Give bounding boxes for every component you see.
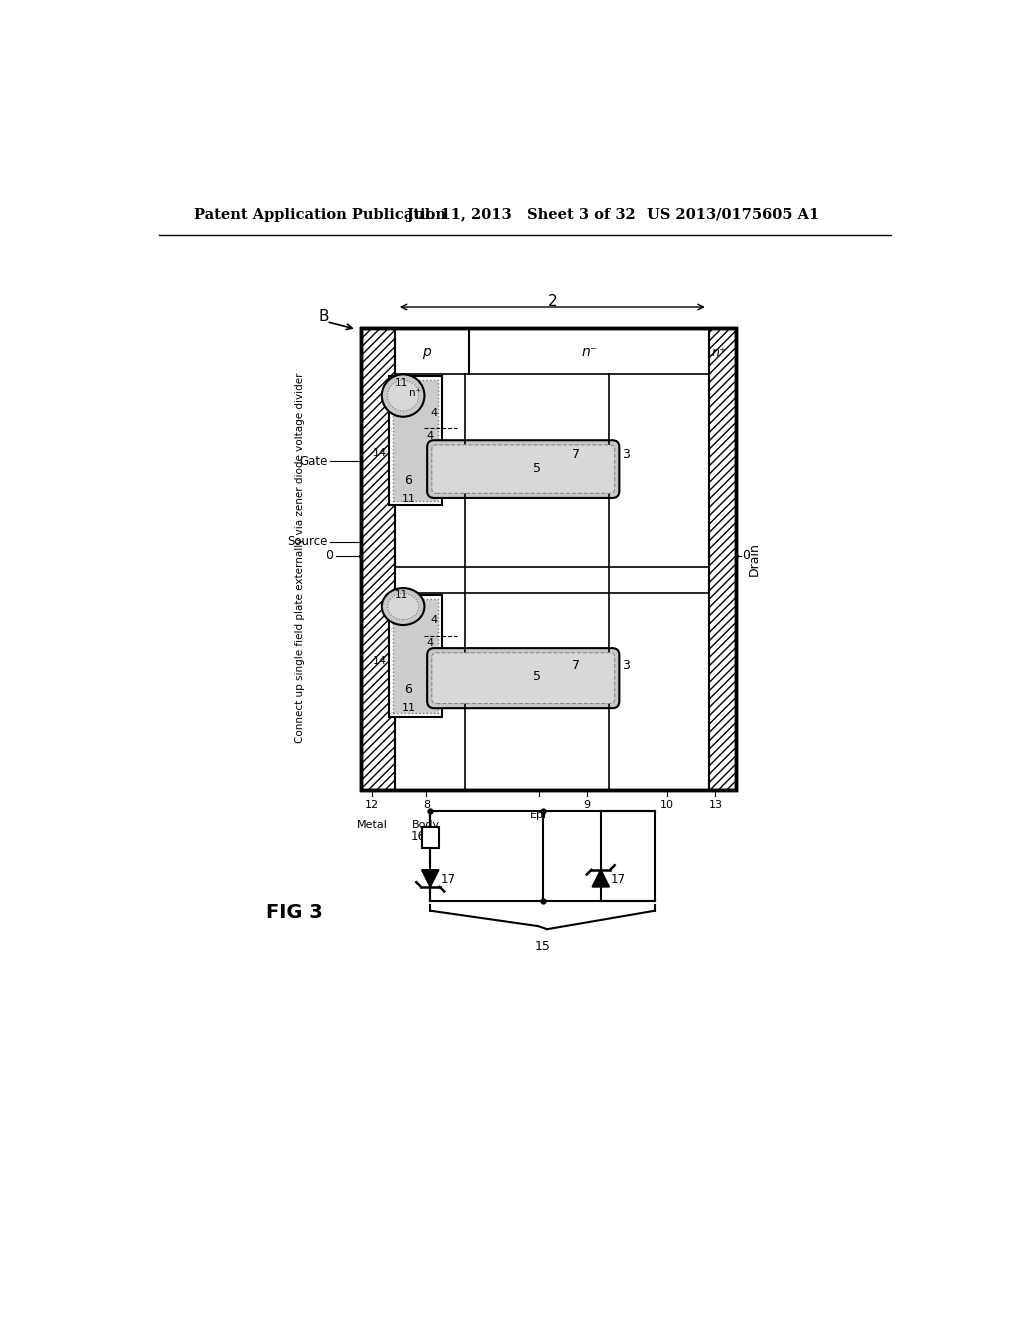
Text: 11: 11 [401,494,416,504]
Bar [393,594,395,789]
Text: 11: 11 [395,379,409,388]
Text: 4: 4 [427,430,434,441]
FancyBboxPatch shape [432,653,614,704]
Bar [393,599,438,713]
Text: 8: 8 [423,800,430,809]
Text: 3: 3 [622,659,630,672]
Polygon shape [592,870,609,887]
Bar [393,376,395,566]
Text: Gate: Gate [300,454,328,467]
Text: Source: Source [288,536,328,548]
Text: 17: 17 [440,874,456,887]
Text: 0: 0 [742,549,751,562]
Text: B: B [318,309,329,323]
Bar [422,826,438,847]
Text: n⁻: n⁻ [581,346,597,359]
Text: 17: 17 [611,874,626,887]
Text: 12: 12 [366,800,379,809]
Text: 9: 9 [584,800,591,809]
FancyBboxPatch shape [432,445,614,494]
Text: 5: 5 [534,462,542,475]
Text: 16: 16 [411,829,426,842]
Bar [389,595,442,717]
Text: Jul. 11, 2013   Sheet 3 of 32: Jul. 11, 2013 Sheet 3 of 32 [407,207,636,222]
Text: 13: 13 [709,800,723,809]
Text: p: p [422,346,431,359]
Text: 6: 6 [404,474,413,487]
Text: 2: 2 [548,294,557,309]
FancyBboxPatch shape [427,441,620,498]
Text: Patent Application Publication: Patent Application Publication [194,207,445,222]
Text: Epi: Epi [530,810,547,820]
Text: 0: 0 [326,549,334,562]
Text: Body: Body [413,820,440,830]
Text: 11: 11 [401,704,416,713]
Text: 4: 4 [427,639,434,648]
Ellipse shape [382,589,424,626]
Bar [393,380,438,502]
Bar [360,327,736,789]
Text: Drain: Drain [748,543,761,576]
Ellipse shape [388,594,419,619]
Text: US 2013/0175605 A1: US 2013/0175605 A1 [647,207,819,222]
Text: FIG 3: FIG 3 [266,903,323,923]
Text: 3: 3 [622,449,630,462]
Text: 11: 11 [395,590,409,601]
Ellipse shape [382,375,424,417]
Text: 6: 6 [404,684,413,696]
Text: n⁺: n⁺ [409,388,421,399]
Text: Metal: Metal [356,820,387,830]
Text: 14: 14 [373,656,387,667]
Text: 15: 15 [535,940,551,953]
Bar [389,376,442,506]
Polygon shape [422,870,438,887]
Text: n⁺: n⁺ [712,346,726,359]
FancyBboxPatch shape [427,648,620,708]
Text: 7: 7 [572,659,580,672]
Text: 5: 5 [534,671,542,684]
Bar [360,327,736,789]
Text: 4: 4 [430,408,437,417]
Bar [360,327,395,789]
Bar [710,327,736,789]
Text: 14: 14 [373,447,387,458]
Text: 10: 10 [659,800,674,809]
Text: 7: 7 [572,449,580,462]
Ellipse shape [388,380,419,411]
Text: 4: 4 [430,615,437,626]
Text: Connect up single field plate externally via zener diode voltage divider: Connect up single field plate externally… [295,372,305,743]
